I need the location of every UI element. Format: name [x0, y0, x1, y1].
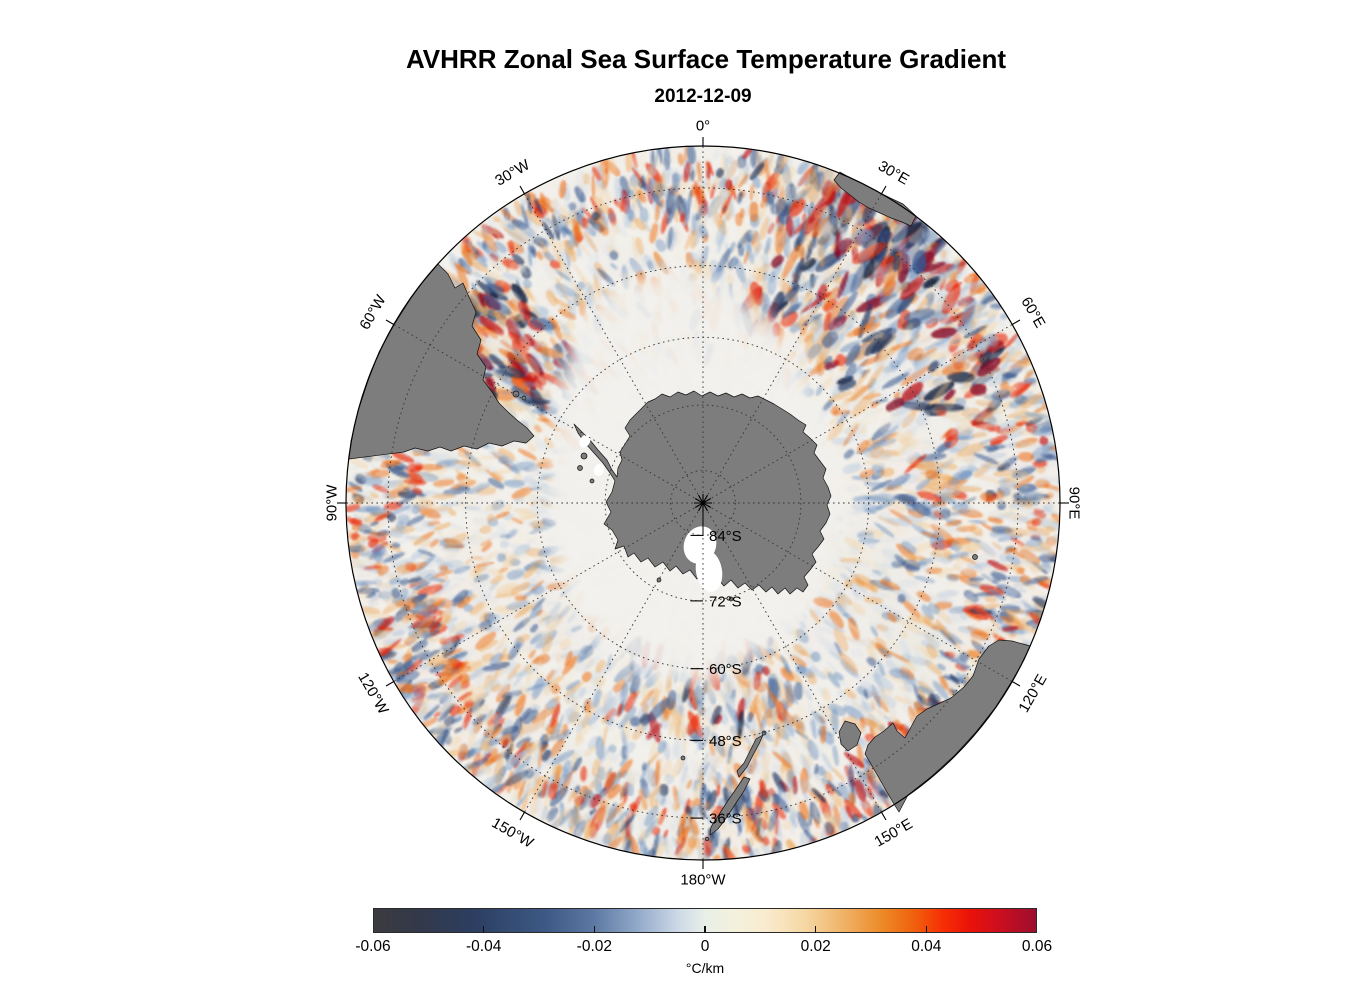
antarctica-landmass	[573, 390, 832, 595]
meridian-label: 90°E	[1066, 487, 1083, 520]
peninsula-island	[580, 452, 588, 460]
map-frame	[337, 137, 1069, 869]
colorbar-tick	[704, 926, 706, 933]
meridian-label: 180°W	[680, 872, 726, 889]
colorbar-tick-label: 0.04	[911, 938, 942, 955]
meridian-label: 60°W	[356, 292, 390, 333]
kerguelen-island	[972, 554, 978, 560]
colorbar-tick	[814, 926, 817, 933]
colorbar-tick-label: 0	[700, 938, 710, 955]
meridian-label: 120°E	[1015, 671, 1050, 715]
colorbar-tick	[593, 926, 596, 933]
meridian-label: 150°W	[489, 814, 537, 852]
latitude-label: 60°S	[709, 661, 742, 678]
meridian-label: 30°W	[492, 156, 533, 190]
colorbar-tick-label: -0.02	[576, 938, 612, 955]
meridian-label: 60°E	[1017, 294, 1048, 331]
south-america-landmass	[348, 263, 535, 460]
stewart-island	[704, 836, 710, 842]
colorbar	[373, 908, 1037, 933]
tasmania-island	[838, 720, 862, 752]
figure-title: AVHRR Zonal Sea Surface Temperature Grad…	[405, 44, 1007, 74]
meridian-label: 90°W	[324, 484, 341, 522]
colorbar-tick-label: 0.02	[800, 938, 831, 955]
latitude-label: 72°S	[709, 593, 742, 610]
meridian-label: 120°W	[354, 670, 392, 718]
meridian-label: 150°E	[871, 815, 915, 850]
australia-landmass	[864, 639, 1031, 813]
colorbar-tick	[482, 926, 485, 933]
colorbar-tick-label: -0.04	[465, 938, 502, 955]
colorbar-tick-label: 0.06	[1021, 938, 1053, 955]
falkland-islands	[512, 390, 520, 398]
latitude-label: 48°S	[709, 733, 742, 750]
new-zealand-north-island	[736, 734, 764, 778]
ross-white-patch	[695, 550, 723, 592]
colorbar-tick-label: -0.06	[355, 938, 391, 955]
figure-date-subtitle: 2012-12-09	[654, 86, 752, 107]
meridian-label: 30°E	[875, 157, 912, 188]
peninsula-island	[589, 478, 595, 484]
white-patch	[579, 434, 591, 448]
meridian-label: 0°	[696, 118, 710, 135]
small-island	[680, 755, 686, 761]
white-patch	[593, 464, 605, 476]
falkland-islands	[521, 395, 527, 401]
small-island	[761, 730, 767, 736]
colorbar-tick	[925, 926, 928, 933]
peninsula-island	[577, 465, 583, 471]
landmasses	[348, 171, 1031, 842]
latitude-label: 84°S	[709, 528, 742, 545]
colorbar-unit-label: °C/km	[685, 960, 725, 976]
latitude-label: 36°S	[709, 811, 742, 828]
